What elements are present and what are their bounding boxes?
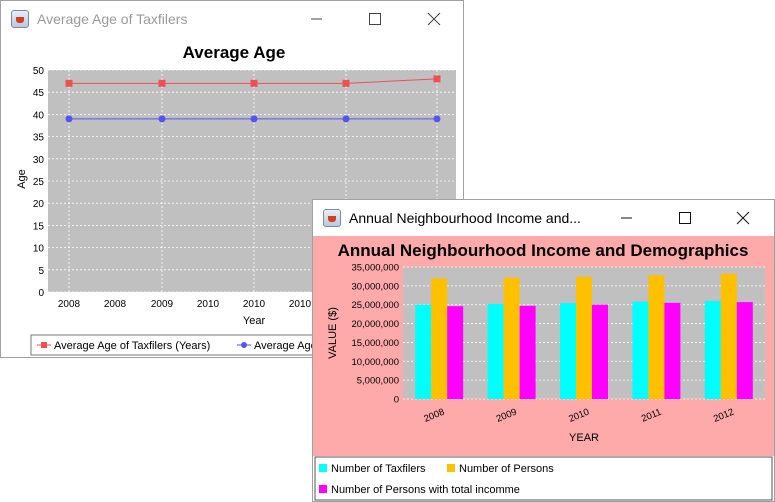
chart-title: Average Age bbox=[183, 43, 286, 62]
bar bbox=[664, 302, 681, 399]
x-axis-ticks: 2008 2009 2010 2011 2012 bbox=[422, 407, 735, 425]
bar bbox=[576, 276, 592, 399]
bar bbox=[632, 301, 649, 399]
y-tick-label: 0 bbox=[38, 288, 44, 299]
y-tick-label: 35 bbox=[33, 133, 45, 144]
legend-swatch bbox=[319, 485, 327, 493]
y-tick-label: 10,000,000 bbox=[351, 357, 399, 368]
close-button[interactable] bbox=[723, 205, 763, 231]
bar bbox=[592, 304, 608, 399]
average-age-titlebar[interactable]: Average Age of Taxfilers bbox=[1, 1, 463, 37]
legend-box bbox=[314, 456, 773, 501]
y-axis-ticks: 0 5,000,000 10,000,000 15,000,000 20,000,000… bbox=[351, 263, 399, 406]
income-window: Annual Neighbourhood Income and... Annua… bbox=[312, 199, 775, 502]
bar bbox=[519, 305, 536, 399]
y-tick-label: 30 bbox=[33, 155, 45, 166]
close-icon bbox=[736, 211, 750, 225]
y-axis-ticks: 0 5 10 15 20 25 30 35 40 45 50 bbox=[33, 66, 45, 299]
y-tick-label: 5 bbox=[38, 266, 44, 277]
x-axis-label: YEAR bbox=[569, 432, 599, 444]
y-tick-label: 15 bbox=[33, 221, 45, 232]
y-tick-label: 50 bbox=[33, 66, 45, 77]
bar bbox=[648, 275, 665, 399]
x-tick-label: 2010 bbox=[289, 299, 312, 310]
legend-label: Number of Persons with total incomme bbox=[331, 484, 520, 496]
bar bbox=[503, 277, 520, 399]
y-tick-label: 5,000,000 bbox=[357, 376, 399, 387]
data-point bbox=[433, 115, 441, 123]
y-tick-label: 40 bbox=[33, 110, 45, 121]
y-axis-label: Age bbox=[16, 169, 28, 189]
y-tick-label: 20 bbox=[33, 199, 45, 210]
y-tick-label: 25,000,000 bbox=[351, 300, 399, 311]
series-lines bbox=[65, 75, 441, 123]
x-axis-label: Year bbox=[243, 315, 266, 327]
bar bbox=[704, 300, 721, 399]
bar bbox=[447, 306, 464, 399]
legend-label: Average Age bbox=[254, 340, 317, 352]
legend: Average Age of Taxfilers (Years) Average … bbox=[37, 340, 317, 352]
legend-swatch bbox=[319, 464, 327, 472]
bar bbox=[736, 302, 753, 399]
y-tick-label: 35,000,000 bbox=[351, 263, 399, 274]
maximize-icon bbox=[369, 13, 381, 25]
income-titlebar[interactable]: Annual Neighbourhood Income and... bbox=[313, 200, 774, 236]
x-tick-label: 2010 bbox=[197, 299, 220, 310]
data-point bbox=[342, 79, 350, 87]
data-point bbox=[250, 79, 258, 87]
bar bbox=[415, 304, 432, 399]
minimize-button[interactable] bbox=[297, 6, 337, 32]
bar bbox=[431, 278, 448, 399]
legend-swatch bbox=[241, 342, 247, 348]
bar bbox=[487, 303, 504, 399]
legend-label: Number of Persons bbox=[459, 463, 554, 475]
data-point bbox=[433, 75, 441, 83]
java-app-icon bbox=[323, 209, 341, 227]
data-point bbox=[342, 115, 350, 123]
maximize-button[interactable] bbox=[355, 6, 395, 32]
y-tick-label: 10 bbox=[33, 244, 45, 255]
income-chart: Annual Neighbourhood Income and Demograp… bbox=[313, 236, 774, 501]
x-tick-label: 2010 bbox=[243, 299, 266, 310]
data-point bbox=[65, 79, 73, 87]
minimize-button[interactable] bbox=[607, 205, 647, 231]
y-axis-label: VALUE ($) bbox=[327, 307, 339, 359]
x-tick-label: 2008 bbox=[58, 299, 81, 310]
legend-swatch bbox=[41, 342, 47, 348]
y-tick-label: 30,000,000 bbox=[351, 281, 399, 292]
chart-title: Annual Neighbourhood Income and Demograp… bbox=[338, 241, 749, 260]
minimize-icon bbox=[311, 18, 322, 20]
x-axis-ticks: 2008 2008 2009 2010 2010 2010 bbox=[58, 299, 312, 310]
x-tick-label: 2009 bbox=[151, 299, 174, 310]
data-point bbox=[65, 115, 73, 123]
data-point bbox=[158, 79, 166, 87]
legend: Number of Taxfilers Number of Persons Numb… bbox=[319, 463, 554, 496]
bar bbox=[720, 273, 737, 399]
bar bbox=[560, 303, 576, 399]
data-point bbox=[250, 115, 258, 123]
minimize-icon bbox=[621, 217, 632, 219]
y-tick-label: 20,000,000 bbox=[351, 319, 399, 330]
close-icon bbox=[427, 12, 441, 26]
y-tick-label: 0 bbox=[394, 395, 399, 406]
data-point bbox=[158, 115, 166, 123]
y-tick-label: 45 bbox=[33, 88, 45, 99]
java-app-icon bbox=[11, 10, 29, 28]
legend-label: Number of Taxfilers bbox=[331, 463, 426, 475]
legend-label: Average Age of Taxfilers (Years) bbox=[54, 340, 210, 352]
grid-lines bbox=[403, 266, 765, 400]
x-tick-label: 2008 bbox=[104, 299, 127, 310]
bars bbox=[415, 273, 753, 399]
y-tick-label: 15,000,000 bbox=[351, 338, 399, 349]
legend-swatch bbox=[447, 464, 455, 472]
maximize-icon bbox=[679, 212, 691, 224]
maximize-button[interactable] bbox=[665, 205, 705, 231]
average-age-window-title: Average Age of Taxfilers bbox=[37, 11, 188, 27]
y-tick-label: 25 bbox=[33, 177, 45, 188]
income-window-title: Annual Neighbourhood Income and... bbox=[349, 210, 581, 226]
close-button[interactable] bbox=[414, 6, 454, 32]
